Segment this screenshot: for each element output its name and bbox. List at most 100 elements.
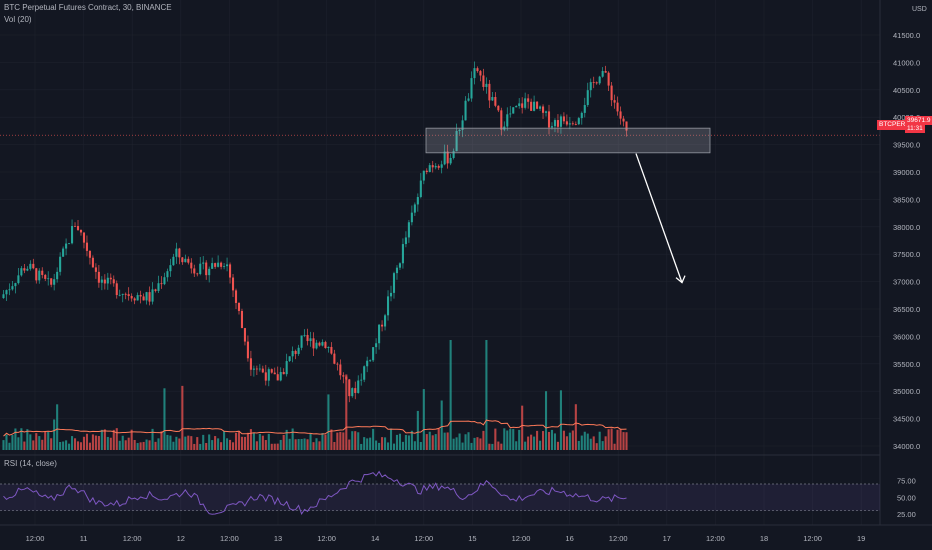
volume-bar <box>273 443 276 450</box>
down-arrow-line[interactable] <box>635 153 683 283</box>
volume-bar <box>309 433 312 450</box>
candle-body <box>404 237 407 245</box>
time-axis[interactable]: 12:00 11 12:00 12 12:00 13 12:00 14 12:00 15 12:00… <box>26 534 866 543</box>
volume-bar <box>506 430 509 450</box>
volume-bar <box>321 433 324 450</box>
candle-body <box>386 296 390 316</box>
volume-bar <box>112 429 115 450</box>
candle-body <box>303 334 306 336</box>
candle-body <box>184 258 187 263</box>
candle-body <box>106 277 109 284</box>
volume-bar <box>252 432 255 450</box>
volume-bar <box>330 429 333 450</box>
volume-bar <box>565 436 568 450</box>
volume-bar <box>544 391 548 450</box>
candle-body <box>589 82 592 91</box>
candle-body <box>190 262 193 269</box>
candle-body <box>220 262 223 267</box>
volume-bar <box>187 435 190 450</box>
candle-body <box>482 75 485 87</box>
candle-body <box>35 268 38 281</box>
volume-bar <box>524 441 527 450</box>
candle-body <box>205 262 208 276</box>
candle-body <box>324 342 327 348</box>
candle-body <box>26 268 29 271</box>
grid-lines <box>0 0 880 525</box>
candle-body <box>360 379 363 381</box>
volume-bar <box>527 436 530 450</box>
time-tick-label: 16 <box>565 534 573 543</box>
candle-body <box>521 103 524 108</box>
candle-body <box>488 83 491 101</box>
time-tick-label: 12:00 <box>26 534 45 543</box>
volume-indicator-label[interactable]: Vol (20) <box>4 15 32 24</box>
candle-body <box>452 151 455 158</box>
volume-bar <box>14 428 17 450</box>
candle-body <box>79 229 83 233</box>
volume-bar <box>2 440 5 450</box>
volume-bar <box>228 439 232 450</box>
price-tick-label: 36000.0 <box>893 332 920 341</box>
candle-body <box>312 338 315 349</box>
price-tick-label: 41000.0 <box>893 58 920 67</box>
volume-bar <box>148 440 151 450</box>
candle-body <box>449 157 452 164</box>
candle-body <box>381 324 384 327</box>
candle-body <box>348 379 351 397</box>
rsi-indicator-label[interactable]: RSI (14, close) <box>4 459 57 468</box>
resistance-zone-rect[interactable] <box>425 127 711 154</box>
time-tick-label: 12:00 <box>512 534 531 543</box>
candle-body <box>142 296 145 301</box>
volume-bar <box>473 437 476 450</box>
volume-bar <box>133 439 136 450</box>
candle-body <box>559 116 562 127</box>
volume-bar <box>169 435 172 450</box>
volume-bar <box>208 434 211 450</box>
candle-body <box>357 380 360 393</box>
volume-bar <box>50 438 53 450</box>
time-tick-label: 12:00 <box>706 534 725 543</box>
volume-bar <box>458 433 461 450</box>
candle-body <box>288 356 291 362</box>
candle-body <box>208 268 211 276</box>
candle-body <box>419 180 422 198</box>
candle-body <box>610 85 613 101</box>
candle-body <box>160 283 163 285</box>
candle-body <box>234 290 238 303</box>
candle-body <box>440 164 443 168</box>
candle-body <box>598 76 601 84</box>
volume-bar <box>613 443 616 450</box>
volume-bar <box>121 435 124 450</box>
price-axis[interactable]: 41500.041000.040500.040000.039500.039000… <box>893 31 920 451</box>
candle-body <box>354 388 357 393</box>
candle-body <box>363 366 366 380</box>
candle-body <box>607 72 610 86</box>
candle-body <box>410 212 413 223</box>
volume-bar <box>312 442 315 450</box>
candle-body <box>568 123 571 125</box>
symbol-title[interactable]: BTC Perpetual Futures Contract, 30, BINA… <box>4 3 172 12</box>
volume-bar <box>515 441 518 450</box>
volume-bar <box>202 434 205 450</box>
candle-body <box>29 263 32 269</box>
volume-bar <box>434 434 437 450</box>
candle-body <box>237 302 241 311</box>
volume-bar <box>395 434 399 450</box>
candle-body <box>47 278 50 280</box>
volume-bar <box>23 441 26 450</box>
volume-bar <box>240 436 244 450</box>
candle-body <box>214 263 217 267</box>
volume-bar <box>428 431 431 450</box>
candle-body <box>166 271 169 278</box>
candle-body <box>59 256 62 272</box>
volume-bar <box>410 430 413 450</box>
candle-body <box>20 268 23 276</box>
volume-bar <box>431 435 434 450</box>
volume-bar <box>258 433 261 450</box>
candle-body <box>23 268 26 271</box>
volume-bar <box>446 432 449 450</box>
candle-body <box>211 263 214 269</box>
candle-body <box>88 250 91 258</box>
rsi-line <box>3 470 627 516</box>
